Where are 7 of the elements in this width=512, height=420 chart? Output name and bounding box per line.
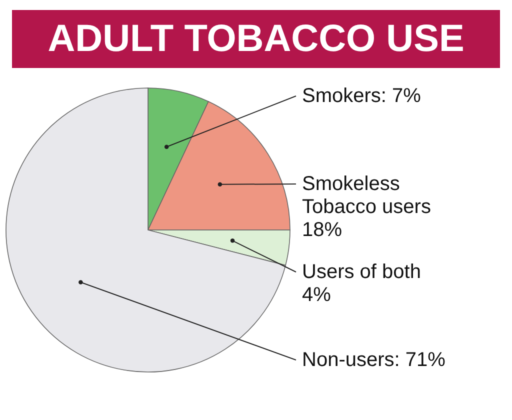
data-label: 4% (302, 284, 332, 306)
slice-label: Smokeless Tobacco users (302, 173, 431, 218)
slice-label: Smokers: 7% (302, 85, 422, 107)
slice-label: Non-users: 71% (302, 349, 446, 371)
chart-title: ADULT TOBACCO USE (12, 10, 500, 68)
slice-label: Users of both (302, 261, 421, 283)
data-label: 18% (302, 219, 342, 241)
